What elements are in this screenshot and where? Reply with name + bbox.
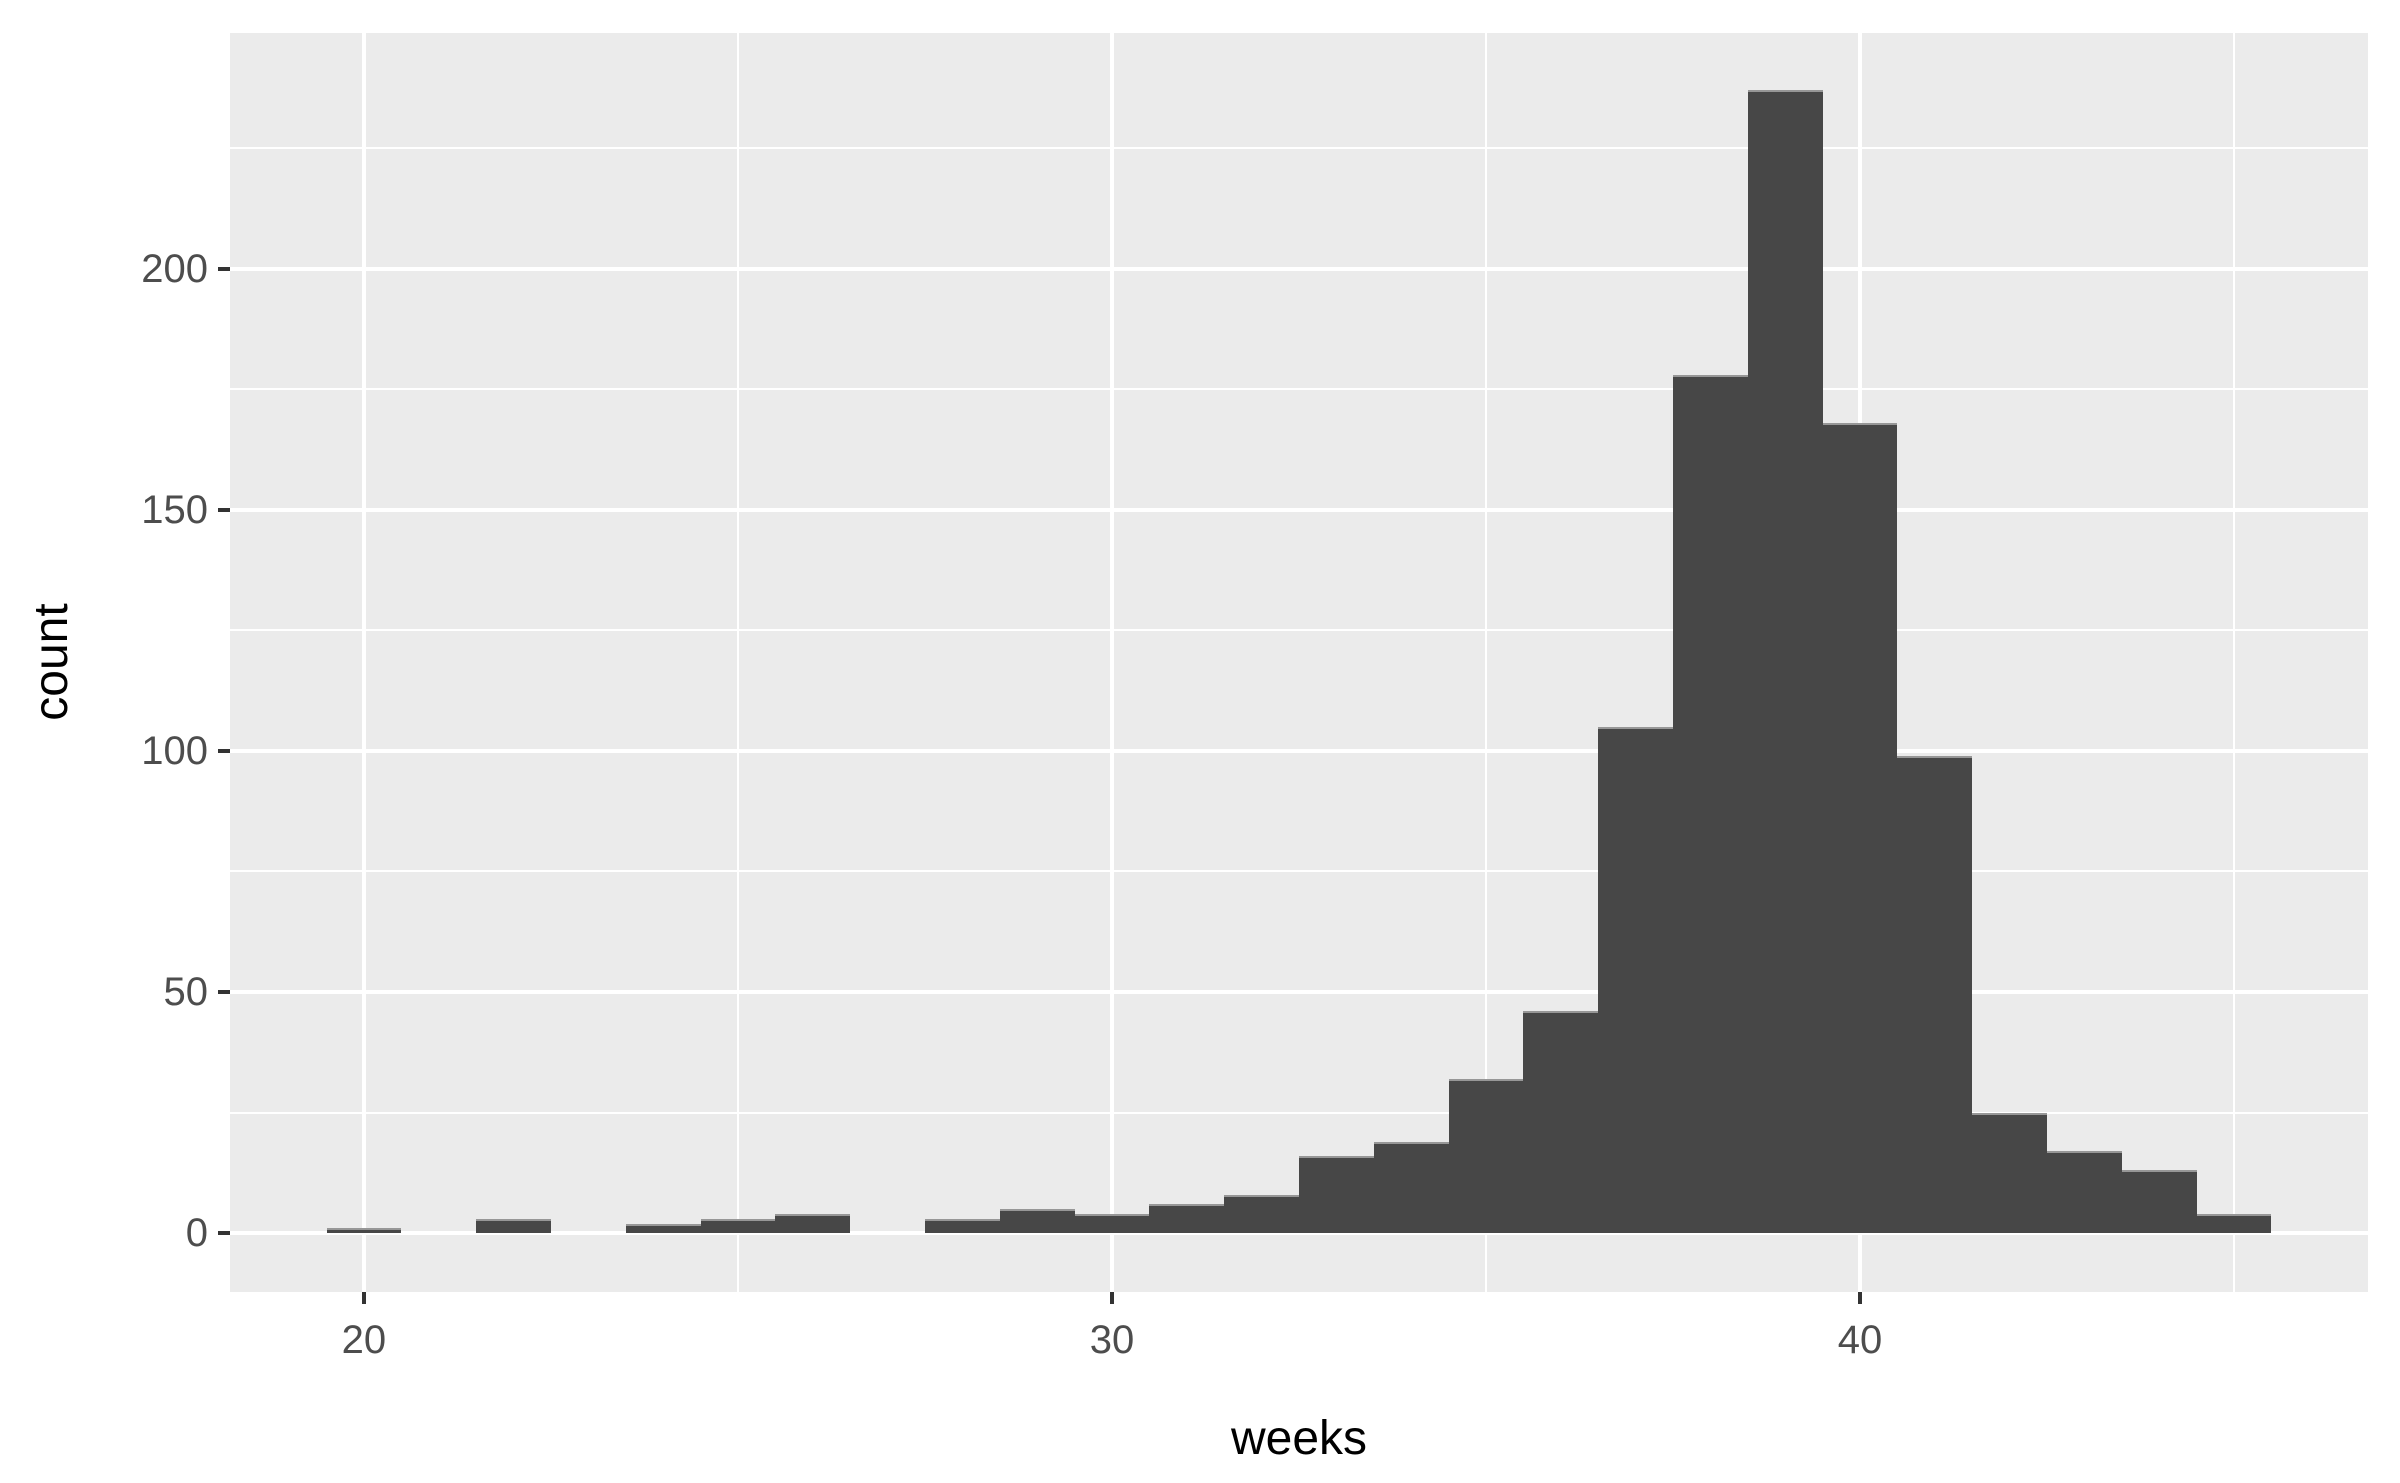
y-axis-title: count [25,603,78,721]
y-tick-mark [218,266,230,271]
histogram-bar-week-43 [2047,1151,2122,1234]
histogram-bar-week-39 [1747,90,1823,1234]
histogram-bar-week-20 [326,1228,402,1234]
y-major-gridline [230,1231,2368,1236]
histogram-bar-week-24 [625,1223,701,1234]
histogram-bar-week-34 [1373,1141,1449,1234]
y-minor-gridline [230,870,2368,873]
y-tick-label: 150 [141,487,208,532]
y-minor-gridline [230,147,2368,150]
histogram-bar-week-29 [999,1209,1075,1234]
histogram-bar-week-33 [1299,1155,1374,1234]
histogram-bar-week-28 [924,1218,1000,1234]
x-tick-label: 30 [1089,1318,1135,1362]
x-tick-label: 20 [341,1318,387,1362]
histogram-bar-week-35 [1448,1078,1524,1234]
histogram-bar-week-26 [775,1213,851,1234]
y-tick-mark [218,748,230,753]
x-minor-gridline [1485,33,1488,1292]
histogram-bar-week-40 [1822,422,1898,1234]
y-tick-mark [218,507,230,512]
histogram-bar-week-42 [1972,1112,2048,1234]
y-major-gridline [230,990,2368,995]
x-major-gridline [1109,33,1114,1292]
histogram-bar-week-38 [1673,374,1748,1234]
y-tick-mark [218,990,230,995]
y-tick-label: 0 [185,1211,208,1256]
y-minor-gridline [230,388,2368,391]
y-tick-label: 200 [141,246,208,291]
y-minor-gridline [230,629,2368,632]
x-minor-gridline [2233,33,2236,1292]
histogram-bar-week-41 [1897,755,1973,1234]
plot-panel [230,33,2368,1292]
histogram-bar-week-25 [700,1218,776,1234]
histogram-bar-week-30 [1074,1213,1150,1234]
y-major-gridline [230,266,2368,271]
x-tick-mark [1858,1292,1863,1304]
y-tick-mark [218,1231,230,1236]
histogram-bar-week-32 [1224,1194,1299,1234]
x-minor-gridline [736,33,739,1292]
histogram-bar-week-22 [476,1218,551,1234]
histogram-bar-week-44 [2121,1170,2197,1234]
y-tick-label: 50 [163,970,209,1015]
x-tick-mark [361,1292,366,1304]
histogram-bar-week-31 [1149,1204,1225,1234]
histogram-bar-week-37 [1598,726,1674,1234]
y-minor-gridline [230,1111,2368,1114]
x-tick-label: 40 [1837,1318,1883,1362]
x-tick-mark [1109,1292,1114,1304]
y-major-gridline [230,507,2368,512]
histogram-bar-week-45 [2196,1213,2272,1234]
x-axis-title: weeks [1230,1412,1368,1465]
histogram-bar-week-36 [1523,1011,1599,1234]
y-tick-label: 100 [141,728,208,773]
x-major-gridline [361,33,366,1292]
y-major-gridline [230,748,2368,753]
